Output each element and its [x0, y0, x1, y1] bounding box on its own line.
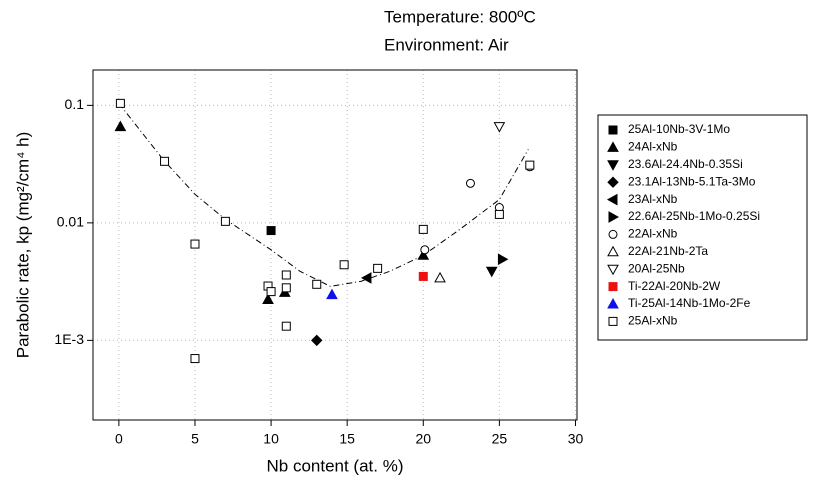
- y-tick-label: 0.01: [57, 214, 84, 230]
- chart-title: Environment: Air: [384, 35, 509, 54]
- data-point: [114, 120, 127, 132]
- legend-label: 24Al-xNb: [628, 140, 678, 154]
- legend-marker: [608, 282, 618, 292]
- data-point: [373, 263, 383, 273]
- x-tick-label: 15: [339, 431, 355, 447]
- data-point: [420, 245, 430, 255]
- data-point: [266, 287, 276, 297]
- legend-marker: [606, 193, 618, 206]
- data-point: [434, 271, 446, 283]
- legend-marker: [607, 160, 619, 171]
- x-tick-label: 30: [568, 431, 584, 447]
- legend-label: 25Al-10Nb-3V-1Mo: [628, 122, 730, 136]
- data-point: [418, 224, 428, 234]
- x-tick-label: 0: [115, 431, 123, 447]
- data-point: [465, 178, 475, 188]
- legend-marker: [607, 264, 619, 276]
- data-point: [326, 288, 338, 300]
- data-point: [360, 272, 372, 284]
- data-point: [190, 354, 200, 364]
- x-tick-label: 25: [492, 431, 508, 447]
- plot-frame: [92, 69, 578, 421]
- y-axis-label: Parabolic rate, kp (mg²/cm⁴ h): [13, 132, 32, 358]
- legend-label: 20Al-25Nb: [628, 261, 685, 275]
- y-tick-label: 0.1: [65, 96, 85, 112]
- y-tick-label: 1E-3: [54, 331, 84, 347]
- data-point: [493, 122, 506, 133]
- legend-box: [597, 114, 808, 341]
- data-point: [266, 226, 276, 236]
- legend-label: 23.6Al-24.4Nb-0.35Si: [628, 157, 743, 171]
- legend-marker: [608, 211, 620, 223]
- data-point: [418, 271, 428, 281]
- data-point: [485, 266, 498, 278]
- data-point: [497, 253, 509, 266]
- legend-marker: [607, 245, 619, 257]
- legend-label: 22Al-xNb: [628, 227, 678, 241]
- data-point: [312, 279, 322, 289]
- legend-label: 23.1Al-13Nb-5.1Ta-3Mo: [628, 174, 756, 188]
- legend-label: 25Al-xNb: [628, 314, 678, 328]
- legend-label: Ti-25Al-14Nb-1Mo-2Fe: [628, 296, 751, 310]
- data-point: [262, 293, 274, 304]
- legend-marker: [608, 316, 618, 326]
- legend-marker: [607, 141, 619, 152]
- legend-label: 22.6Al-25Nb-1Mo-0.25Si: [628, 209, 760, 223]
- data-point: [220, 216, 230, 226]
- legend-label: 22Al-21Nb-2Ta: [628, 244, 708, 258]
- data-point: [281, 270, 291, 280]
- legend-marker: [607, 176, 619, 188]
- data-point: [281, 321, 291, 331]
- x-tick-label: 20: [415, 431, 431, 447]
- data-point: [190, 239, 200, 249]
- data-point: [494, 209, 504, 219]
- data-point: [417, 249, 430, 260]
- chart-title: Temperature: 800ºC: [384, 7, 536, 26]
- x-tick-label: 5: [191, 431, 199, 447]
- legend-label: Ti-22Al-20Nb-2W: [628, 279, 721, 293]
- data-point: [339, 260, 349, 270]
- legend-label: 23Al-xNb: [628, 192, 678, 206]
- data-point: [311, 334, 323, 347]
- x-tick-label: 10: [263, 431, 279, 447]
- data-point: [160, 156, 170, 166]
- trend-line: [118, 103, 529, 287]
- data-point: [281, 283, 291, 293]
- legend-marker: [607, 297, 619, 309]
- data-point: [525, 160, 535, 170]
- data-point: [115, 98, 125, 108]
- legend-marker: [608, 229, 618, 239]
- x-axis-label: Nb content (at. %): [266, 456, 403, 475]
- legend-marker: [608, 125, 618, 135]
